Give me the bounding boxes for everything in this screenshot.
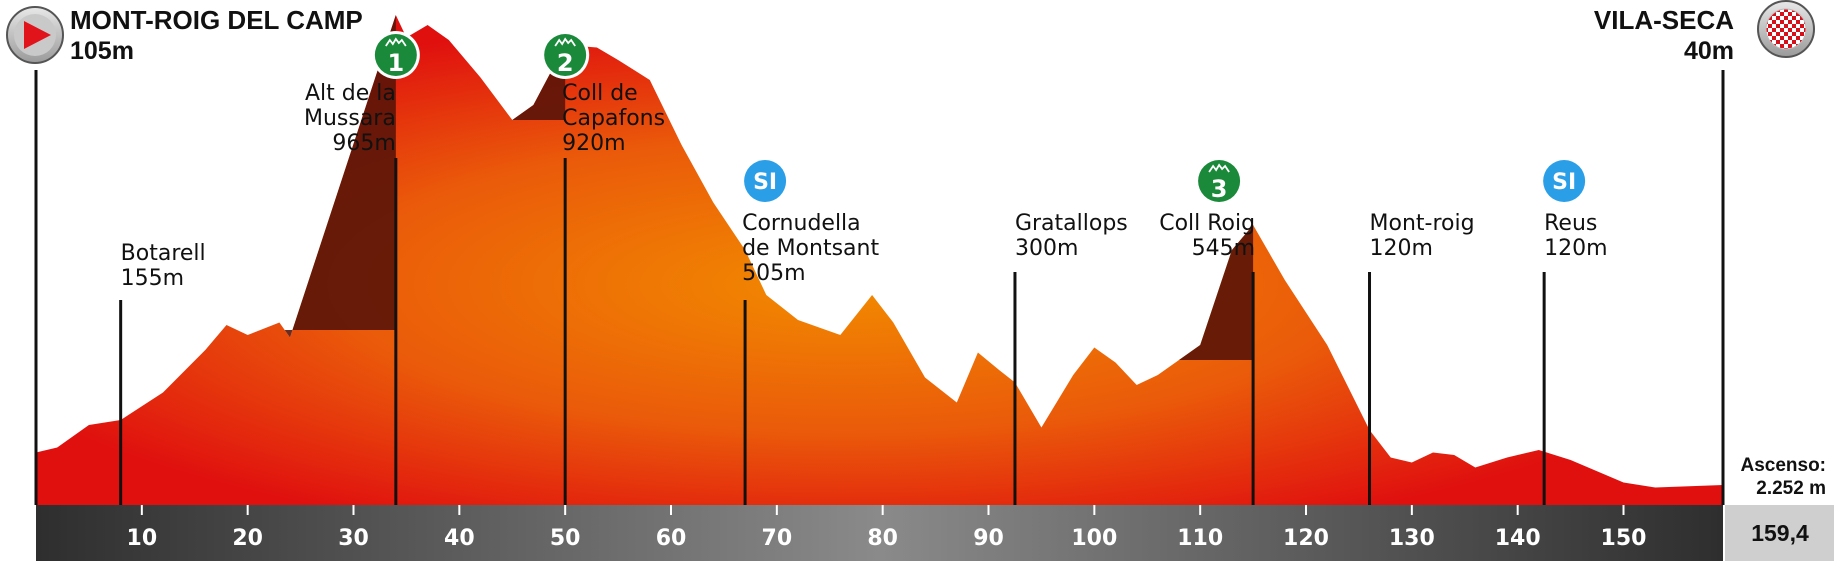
x-tick-label: 80 bbox=[867, 526, 898, 551]
waypoint-name: Capafons bbox=[562, 106, 665, 131]
start-name: MONT-ROIG DEL CAMP bbox=[70, 5, 363, 35]
climb-shading-group bbox=[284, 15, 1254, 360]
mountain-glyph bbox=[1208, 163, 1230, 173]
x-tick-label: 10 bbox=[127, 526, 158, 551]
x-tick-label: 130 bbox=[1389, 526, 1435, 551]
x-tick-label: 140 bbox=[1495, 526, 1541, 551]
start-flag-icon bbox=[6, 6, 64, 64]
waypoint-name: Alt de la bbox=[305, 81, 396, 106]
climb-shade-2 bbox=[512, 45, 566, 120]
x-tick-label: 150 bbox=[1601, 526, 1647, 551]
x-tick-label: 30 bbox=[338, 526, 369, 551]
waypoint-badges: 1 2 SI 3 SI bbox=[371, 31, 1589, 205]
finish-flag-icon bbox=[1757, 0, 1815, 58]
waypoint-name: Botarell bbox=[121, 241, 206, 266]
badge-number: 1 bbox=[387, 49, 404, 77]
x-tick-label: 50 bbox=[550, 526, 581, 551]
waypoint-name: Coll Roig bbox=[1159, 211, 1255, 236]
mountain-category-icon: 1 bbox=[371, 31, 420, 79]
intermediate-sprint-icon: SI bbox=[741, 157, 790, 205]
badge-disc bbox=[544, 34, 587, 76]
badge-disc bbox=[374, 34, 417, 76]
mountain-category-icon: 2 bbox=[541, 31, 590, 79]
badge-number: 3 bbox=[1211, 175, 1228, 203]
x-tick-label: 70 bbox=[762, 526, 793, 551]
waypoint-name: Mont-roig bbox=[1370, 211, 1475, 236]
waypoint-name: Cornudella bbox=[742, 211, 861, 236]
climb-shade-1 bbox=[284, 15, 396, 338]
waypoint-altitude: 120m bbox=[1370, 236, 1433, 261]
distance-axis-ticks: 10 20 30 40 50 60 70 80 90 100 110 120 130 140 150 bbox=[127, 505, 1647, 551]
distance-total-box bbox=[1725, 505, 1834, 561]
total-distance-value: 159,4 bbox=[1751, 520, 1809, 546]
climb-shade-3 bbox=[1179, 225, 1254, 360]
x-tick-label: 90 bbox=[973, 526, 1004, 551]
waypoint-altitude: 920m bbox=[562, 131, 625, 156]
intermediate-sprint-icon: SI bbox=[1540, 157, 1589, 205]
x-tick-label: 40 bbox=[444, 526, 475, 551]
waypoint-name: de Montsant bbox=[742, 236, 879, 261]
mountain-category-icon: 3 bbox=[1195, 157, 1244, 205]
start-altitude: 105m bbox=[70, 37, 134, 65]
badge-disc bbox=[744, 160, 787, 202]
waypoint-altitude: 505m bbox=[742, 261, 805, 286]
badge-number: SI bbox=[753, 170, 777, 195]
waypoint-name: Reus bbox=[1544, 211, 1597, 236]
mountain-glyph bbox=[554, 37, 576, 47]
x-tick-label: 100 bbox=[1071, 526, 1117, 551]
waypoint-name: Mussara bbox=[304, 106, 396, 131]
mountain-glyph bbox=[385, 37, 407, 47]
distance-axis-band bbox=[36, 505, 1723, 561]
waypoint-name: Coll de bbox=[562, 81, 638, 106]
ascent-value: 2.252 m bbox=[1756, 478, 1826, 499]
x-tick-label: 110 bbox=[1177, 526, 1223, 551]
finish-name: VILA-SECA bbox=[1594, 5, 1734, 35]
waypoint-altitude: 155m bbox=[121, 266, 184, 291]
x-tick-label: 20 bbox=[232, 526, 263, 551]
x-tick-label: 120 bbox=[1283, 526, 1329, 551]
waypoint-altitude: 965m bbox=[332, 131, 395, 156]
ascent-label: Ascenso: bbox=[1740, 455, 1826, 476]
waypoint-lines bbox=[119, 158, 1546, 505]
x-tick-label: 60 bbox=[656, 526, 687, 551]
badge-number: 2 bbox=[557, 49, 574, 77]
waypoint-altitude: 300m bbox=[1015, 236, 1078, 261]
badge-disc bbox=[1198, 160, 1241, 202]
badge-number: SI bbox=[1552, 170, 1576, 195]
waypoint-altitude: 545m bbox=[1192, 236, 1255, 261]
finish-altitude: 40m bbox=[1684, 37, 1734, 65]
elevation-profile-area bbox=[36, 15, 1723, 505]
badge-disc bbox=[1543, 160, 1586, 202]
waypoint-altitude: 120m bbox=[1544, 236, 1607, 261]
waypoint-name: Gratallops bbox=[1015, 211, 1128, 236]
